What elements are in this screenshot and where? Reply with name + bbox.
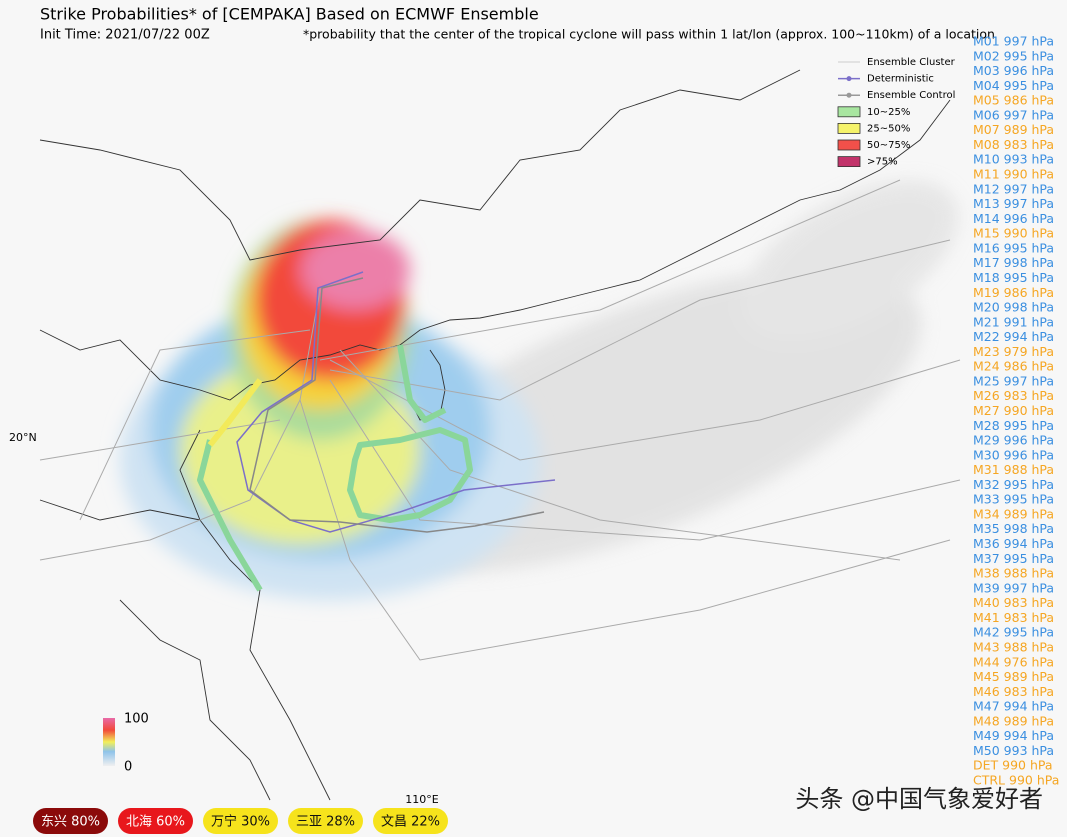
- legend-label: >75%: [867, 157, 898, 168]
- member-label: M27 990 hPa: [973, 403, 1054, 418]
- member-label: M21 991 hPa: [973, 314, 1054, 329]
- member-label: M37 995 hPa: [973, 551, 1054, 566]
- member-label: M31 988 hPa: [973, 462, 1054, 477]
- member-label: M03 996 hPa: [973, 63, 1054, 78]
- member-label: M20 998 hPa: [973, 300, 1054, 315]
- member-label: M02 995 hPa: [973, 48, 1054, 63]
- member-label: M41 983 hPa: [973, 610, 1054, 625]
- member-label: M35 998 hPa: [973, 521, 1054, 536]
- member-label: DET 990 hPa: [973, 758, 1053, 773]
- member-label: M50 993 hPa: [973, 743, 1054, 758]
- legend-label: Ensemble Control: [867, 90, 955, 101]
- legend-label: Deterministic: [867, 74, 934, 85]
- member-label: M14 996 hPa: [973, 211, 1054, 226]
- ensemble-tracks: [39, 179, 961, 661]
- control-track: [249, 277, 545, 533]
- city-badge: [33, 808, 108, 834]
- lon-label: 110°E: [405, 793, 438, 806]
- member-label: M38 988 hPa: [973, 566, 1054, 581]
- member-label: M42 995 hPa: [973, 625, 1054, 640]
- member-label: M16 995 hPa: [973, 240, 1054, 255]
- legend-label: Ensemble Cluster: [867, 57, 956, 68]
- member-label: M33 995 hPa: [973, 492, 1054, 507]
- probability-field: [120, 220, 540, 600]
- member-label: M24 986 hPa: [973, 359, 1054, 374]
- lat-label: 20°N: [9, 431, 37, 444]
- member-label: M10 993 hPa: [973, 152, 1054, 167]
- member-label: M06 997 hPa: [973, 107, 1054, 122]
- legend-label: 10~25%: [867, 107, 910, 118]
- member-label: M05 986 hPa: [973, 93, 1054, 108]
- city-badge-label: 北海 60%: [126, 815, 185, 830]
- city-badge-label: 文昌 22%: [381, 815, 440, 830]
- city-outlines: [197, 344, 473, 592]
- legend-dot: [846, 92, 852, 98]
- city-badge: [203, 808, 278, 834]
- member-label: M45 989 hPa: [973, 669, 1054, 684]
- legend-swatch: [837, 139, 861, 151]
- member-label: M48 989 hPa: [973, 713, 1054, 728]
- member-label: M29 996 hPa: [973, 433, 1054, 448]
- legend: Ensemble Cluster Deterministic Ensemble Co…: [837, 57, 956, 168]
- colorbar: [103, 718, 115, 766]
- member-label: M08 983 hPa: [973, 137, 1054, 152]
- member-label: M04 995 hPa: [973, 78, 1054, 93]
- member-label: M40 983 hPa: [973, 595, 1054, 610]
- legend-swatch: [837, 106, 861, 118]
- member-label: M28 995 hPa: [973, 418, 1054, 433]
- member-label: M26 983 hPa: [973, 388, 1054, 403]
- member-label: M43 988 hPa: [973, 639, 1054, 654]
- watermark: 头条 @中国气象爱好者: [795, 785, 1043, 813]
- member-label: M01 997 hPa: [973, 34, 1054, 49]
- member-label: M39 997 hPa: [973, 580, 1054, 595]
- member-label: M11 990 hPa: [973, 167, 1054, 182]
- legend-swatch: [837, 123, 861, 134]
- member-label: M34 989 hPa: [973, 506, 1054, 521]
- member-label: M15 990 hPa: [973, 226, 1054, 241]
- member-label: M44 976 hPa: [973, 654, 1054, 669]
- member-label: M07 989 hPa: [973, 122, 1054, 137]
- city-badge-label: 三亚 28%: [296, 815, 355, 830]
- member-label: M30 996 hPa: [973, 447, 1054, 462]
- legend-swatch: [837, 156, 861, 168]
- city-badge: [373, 808, 448, 834]
- member-label: M17 998 hPa: [973, 255, 1054, 270]
- member-label: M49 994 hPa: [973, 728, 1054, 743]
- member-label: M19 986 hPa: [973, 285, 1054, 300]
- colorbar-max: 100: [124, 712, 149, 727]
- legend-label: 50~75%: [867, 140, 910, 151]
- title: Strike Probabilities* of [CEMPAKA] Based…: [40, 5, 539, 24]
- legend-label: 25~50%: [867, 123, 910, 134]
- city-badge-label: 东兴 80%: [41, 815, 100, 830]
- member-label: M18 995 hPa: [973, 270, 1054, 285]
- city-badge: [118, 808, 193, 834]
- member-label: M32 995 hPa: [973, 477, 1054, 492]
- footnote: *probability that the center of the trop…: [303, 27, 995, 42]
- legend-dot: [846, 76, 852, 82]
- member-label: M22 994 hPa: [973, 329, 1054, 344]
- member-label: M23 979 hPa: [973, 344, 1054, 359]
- member-label: M36 994 hPa: [973, 536, 1054, 551]
- deterministic-track: [236, 271, 556, 533]
- member-label: M13 997 hPa: [973, 196, 1054, 211]
- init-time: Init Time: 2021/07/22 00Z: [40, 28, 210, 43]
- member-label: M25 997 hPa: [973, 373, 1054, 388]
- city-badges: 东兴 80% 北海 60% 万宁 30% 三亚 28% 文昌 22%: [33, 808, 448, 834]
- member-label: M46 983 hPa: [973, 684, 1054, 699]
- member-label: M12 997 hPa: [973, 181, 1054, 196]
- member-label: M47 994 hPa: [973, 699, 1054, 714]
- member-label: CTRL 990 hPa: [973, 773, 1059, 788]
- colorbar-min: 0: [124, 760, 132, 775]
- city-badge-label: 万宁 30%: [211, 814, 270, 830]
- city-badge: [288, 808, 363, 834]
